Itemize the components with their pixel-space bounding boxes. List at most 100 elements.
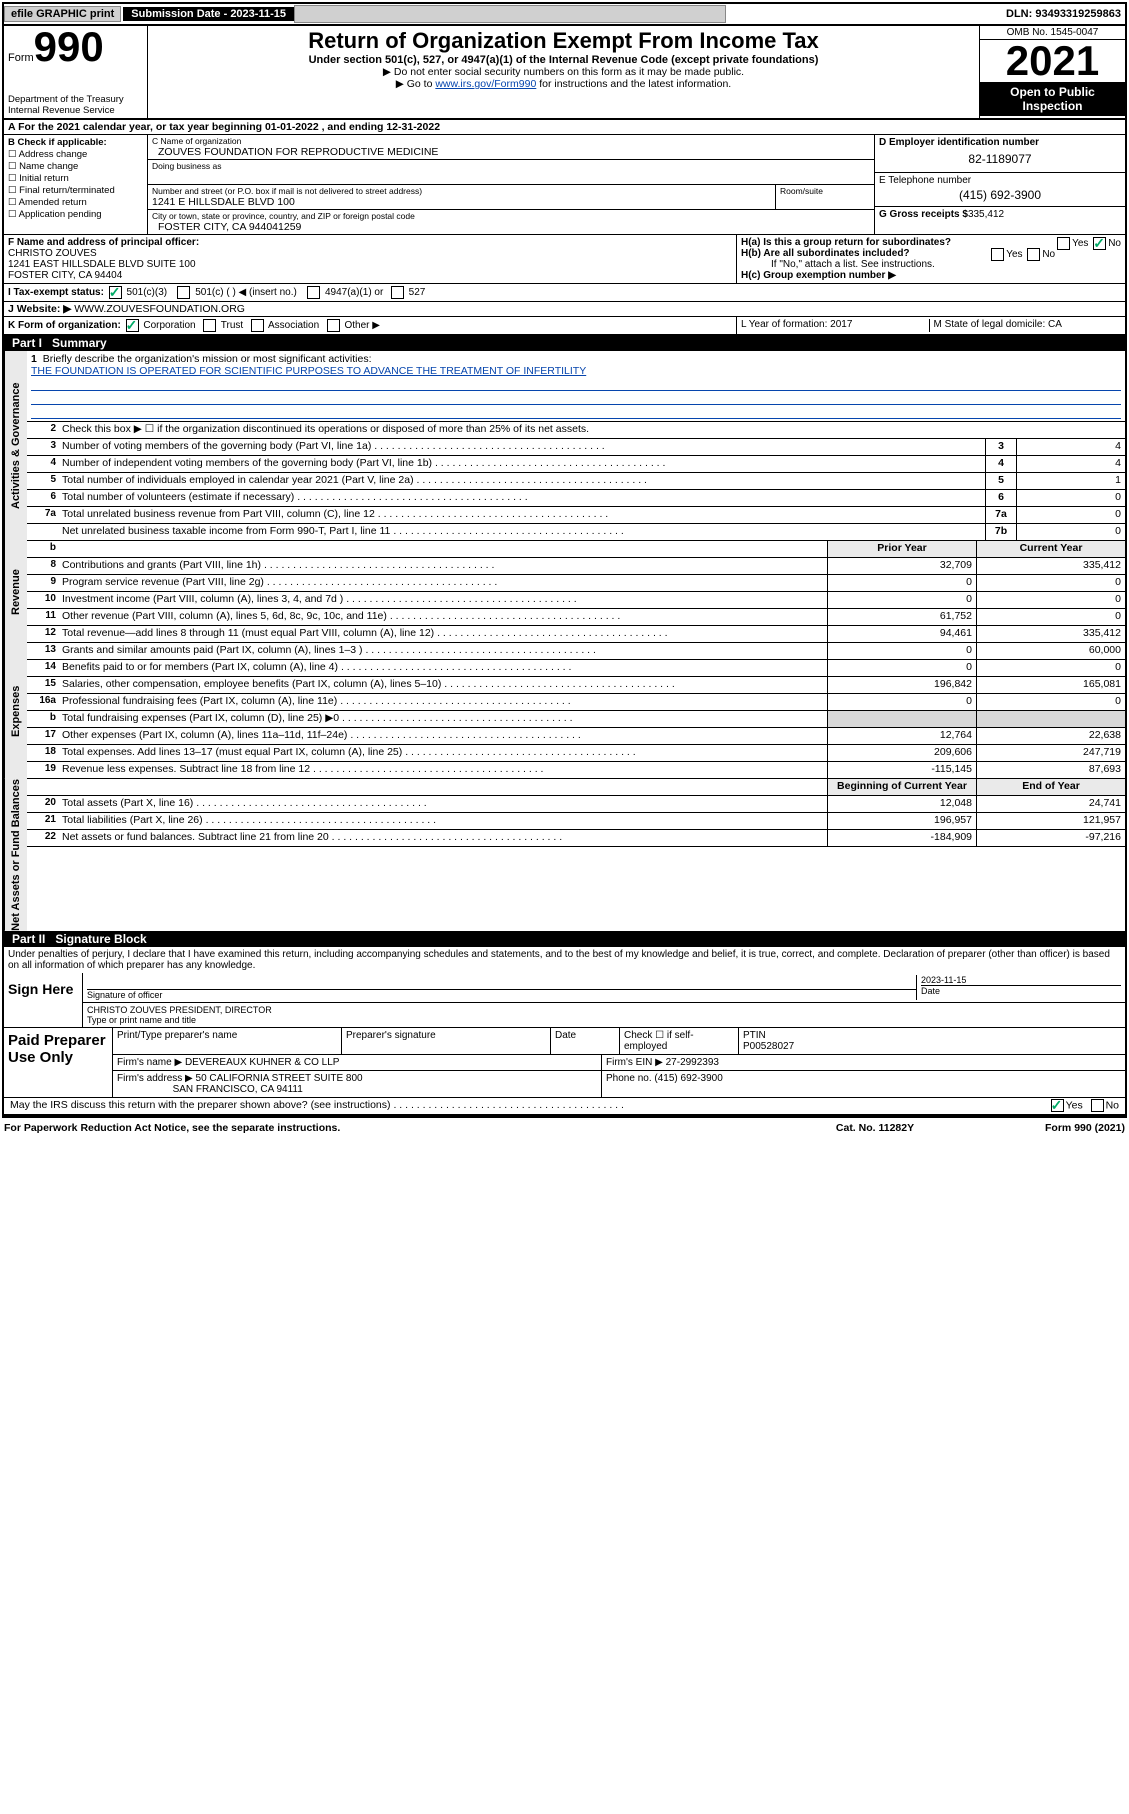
chk-501c3[interactable] bbox=[109, 286, 122, 299]
firm-ein: 27-2992393 bbox=[666, 1057, 719, 1068]
footer-catno: Cat. No. 11282Y bbox=[775, 1122, 975, 1134]
paid-preparer-block: Paid Preparer Use Only Print/Type prepar… bbox=[4, 1028, 1125, 1098]
efile-print-button[interactable]: efile GRAPHIC print bbox=[4, 6, 121, 22]
m-value: M State of legal domicile: CA bbox=[929, 319, 1122, 332]
part1-bar: Part I Summary bbox=[4, 335, 1125, 351]
firm-phone-label: Phone no. bbox=[606, 1073, 652, 1084]
section-revenue: Revenue b Prior Year Current Year 8Contr… bbox=[4, 541, 1125, 643]
chk-other[interactable] bbox=[327, 319, 340, 332]
table-row: Net unrelated business taxable income fr… bbox=[27, 524, 1125, 541]
ein-label: D Employer identification number bbox=[879, 137, 1121, 148]
hc-label: H(c) Group exemption number ▶ bbox=[741, 270, 896, 281]
chk-assoc[interactable] bbox=[251, 319, 264, 332]
table-row: 5Total number of individuals employed in… bbox=[27, 473, 1125, 490]
table-row: 21Total liabilities (Part X, line 26) 19… bbox=[27, 813, 1125, 830]
table-row: 9Program service revenue (Part VIII, lin… bbox=[27, 575, 1125, 592]
ptin-label: PTIN bbox=[743, 1030, 766, 1041]
table-row: 19Revenue less expenses. Subtract line 1… bbox=[27, 762, 1125, 779]
chk-name-change[interactable]: ☐ Name change bbox=[8, 161, 143, 172]
officer-name: CHRISTO ZOUVES bbox=[8, 248, 97, 259]
mission-text: THE FOUNDATION IS OPERATED FOR SCIENTIFI… bbox=[31, 365, 586, 377]
discuss-row: May the IRS discuss this return with the… bbox=[4, 1098, 1125, 1116]
line-2: 2Check this box ▶ ☐ if the organization … bbox=[27, 422, 1125, 439]
table-row: 16aProfessional fundraising fees (Part I… bbox=[27, 694, 1125, 711]
c-name-label: C Name of organization bbox=[152, 136, 870, 146]
chk-4947[interactable] bbox=[307, 286, 320, 299]
chk-initial-return[interactable]: ☐ Initial return bbox=[8, 173, 143, 184]
discuss-no[interactable] bbox=[1091, 1099, 1104, 1112]
sig-officer-label: Signature of officer bbox=[87, 989, 916, 1000]
chk-amended-return[interactable]: ☐ Amended return bbox=[8, 197, 143, 208]
ha-no[interactable] bbox=[1093, 237, 1106, 250]
hdr-prior: Prior Year bbox=[827, 541, 976, 557]
firm-addr2: SAN FRANCISCO, CA 94111 bbox=[173, 1084, 303, 1095]
col-b: B Check if applicable: ☐ Address change … bbox=[4, 135, 148, 234]
col-c: C Name of organization ZOUVES FOUNDATION… bbox=[148, 135, 874, 234]
table-row: 17Other expenses (Part IX, column (A), l… bbox=[27, 728, 1125, 745]
chk-application-pending[interactable]: ☐ Application pending bbox=[8, 209, 143, 220]
firm-addr1: 50 CALIFORNIA STREET SUITE 800 bbox=[196, 1073, 363, 1084]
table-row: 14Benefits paid to or for members (Part … bbox=[27, 660, 1125, 677]
declaration: Under penalties of perjury, I declare th… bbox=[4, 947, 1125, 973]
footer: For Paperwork Reduction Act Notice, see … bbox=[0, 1120, 1129, 1136]
sign-here-block: Sign Here Signature of officer 2023-11-1… bbox=[4, 973, 1125, 1028]
chk-final-return[interactable]: ☐ Final return/terminated bbox=[8, 185, 143, 196]
part2-title: Signature Block bbox=[55, 932, 146, 946]
rev-header: b Prior Year Current Year bbox=[27, 541, 1125, 558]
name-title-label: Type or print name and title bbox=[87, 1015, 196, 1025]
org-street: 1241 E HILLSDALE BLVD 100 bbox=[152, 196, 771, 208]
note-ssn: ▶ Do not enter social security numbers o… bbox=[152, 66, 975, 78]
hdr-end: End of Year bbox=[976, 779, 1125, 795]
hb-yes[interactable] bbox=[991, 248, 1004, 261]
table-row: 10Investment income (Part VIII, column (… bbox=[27, 592, 1125, 609]
irs-link[interactable]: www.irs.gov/Form990 bbox=[435, 78, 536, 90]
prep-selfemp: Check ☐ if self-employed bbox=[620, 1028, 739, 1054]
chk-corp[interactable] bbox=[126, 319, 139, 332]
table-row: 15Salaries, other compensation, employee… bbox=[27, 677, 1125, 694]
chk-527[interactable] bbox=[391, 286, 404, 299]
topbar: efile GRAPHIC print Submission Date - 20… bbox=[4, 4, 1125, 26]
form-header: Form990 Department of the Treasury Inter… bbox=[4, 26, 1125, 120]
c-dba-label: Doing business as bbox=[152, 161, 870, 171]
ptin-value: P00528027 bbox=[743, 1041, 794, 1052]
section-governance: Activities & Governance 1 Briefly descri… bbox=[4, 351, 1125, 541]
gross-value: 335,412 bbox=[968, 209, 1004, 220]
chk-address-change[interactable]: ☐ Address change bbox=[8, 149, 143, 160]
hdr-curr: Current Year bbox=[976, 541, 1125, 557]
i-label: I Tax-exempt status: bbox=[8, 287, 104, 298]
form-title: Return of Organization Exempt From Incom… bbox=[152, 28, 975, 54]
table-row: 11Other revenue (Part VIII, column (A), … bbox=[27, 609, 1125, 626]
table-row: 12Total revenue—add lines 8 through 11 (… bbox=[27, 626, 1125, 643]
section-expenses: Expenses 13Grants and similar amounts pa… bbox=[4, 643, 1125, 779]
sig-date: 2023-11-15 bbox=[921, 975, 966, 985]
tax-year: 2021 bbox=[980, 40, 1125, 82]
f-label: F Name and address of principal officer: bbox=[8, 237, 199, 248]
prep-name-hdr: Print/Type preparer's name bbox=[113, 1028, 342, 1054]
table-row: 7aTotal unrelated business revenue from … bbox=[27, 507, 1125, 524]
officer-addr2: FOSTER CITY, CA 94404 bbox=[8, 270, 122, 281]
website-value: WWW.ZOUVESFOUNDATION.ORG bbox=[74, 303, 245, 315]
discuss-yes[interactable] bbox=[1051, 1099, 1064, 1112]
chk-501c[interactable] bbox=[177, 286, 190, 299]
firm-addr-label: Firm's address ▶ bbox=[117, 1073, 193, 1084]
table-row: 20Total assets (Part X, line 16) 12,0482… bbox=[27, 796, 1125, 813]
row-klm: K Form of organization: Corporation Trus… bbox=[4, 317, 1125, 335]
department: Department of the Treasury Internal Reve… bbox=[8, 94, 143, 116]
c-city-label: City or town, state or province, country… bbox=[152, 211, 870, 221]
table-row: bTotal fundraising expenses (Part IX, co… bbox=[27, 711, 1125, 728]
blank-bar bbox=[294, 5, 726, 23]
table-row: 8Contributions and grants (Part VIII, li… bbox=[27, 558, 1125, 575]
b-label: B Check if applicable: bbox=[8, 137, 143, 148]
table-row: 13Grants and similar amounts paid (Part … bbox=[27, 643, 1125, 660]
ha-yes[interactable] bbox=[1057, 237, 1070, 250]
org-name: ZOUVES FOUNDATION FOR REPRODUCTIVE MEDIC… bbox=[152, 146, 870, 158]
l-value: L Year of formation: 2017 bbox=[741, 319, 929, 332]
hb-no[interactable] bbox=[1027, 248, 1040, 261]
ha-label: H(a) Is this a group return for subordin… bbox=[741, 237, 951, 248]
chk-trust[interactable] bbox=[203, 319, 216, 332]
tab-governance: Activities & Governance bbox=[4, 351, 27, 541]
section-bcd: B Check if applicable: ☐ Address change … bbox=[4, 135, 1125, 235]
tab-expenses: Expenses bbox=[4, 643, 27, 779]
tab-revenue: Revenue bbox=[4, 541, 27, 643]
footer-notice: For Paperwork Reduction Act Notice, see … bbox=[4, 1122, 775, 1134]
